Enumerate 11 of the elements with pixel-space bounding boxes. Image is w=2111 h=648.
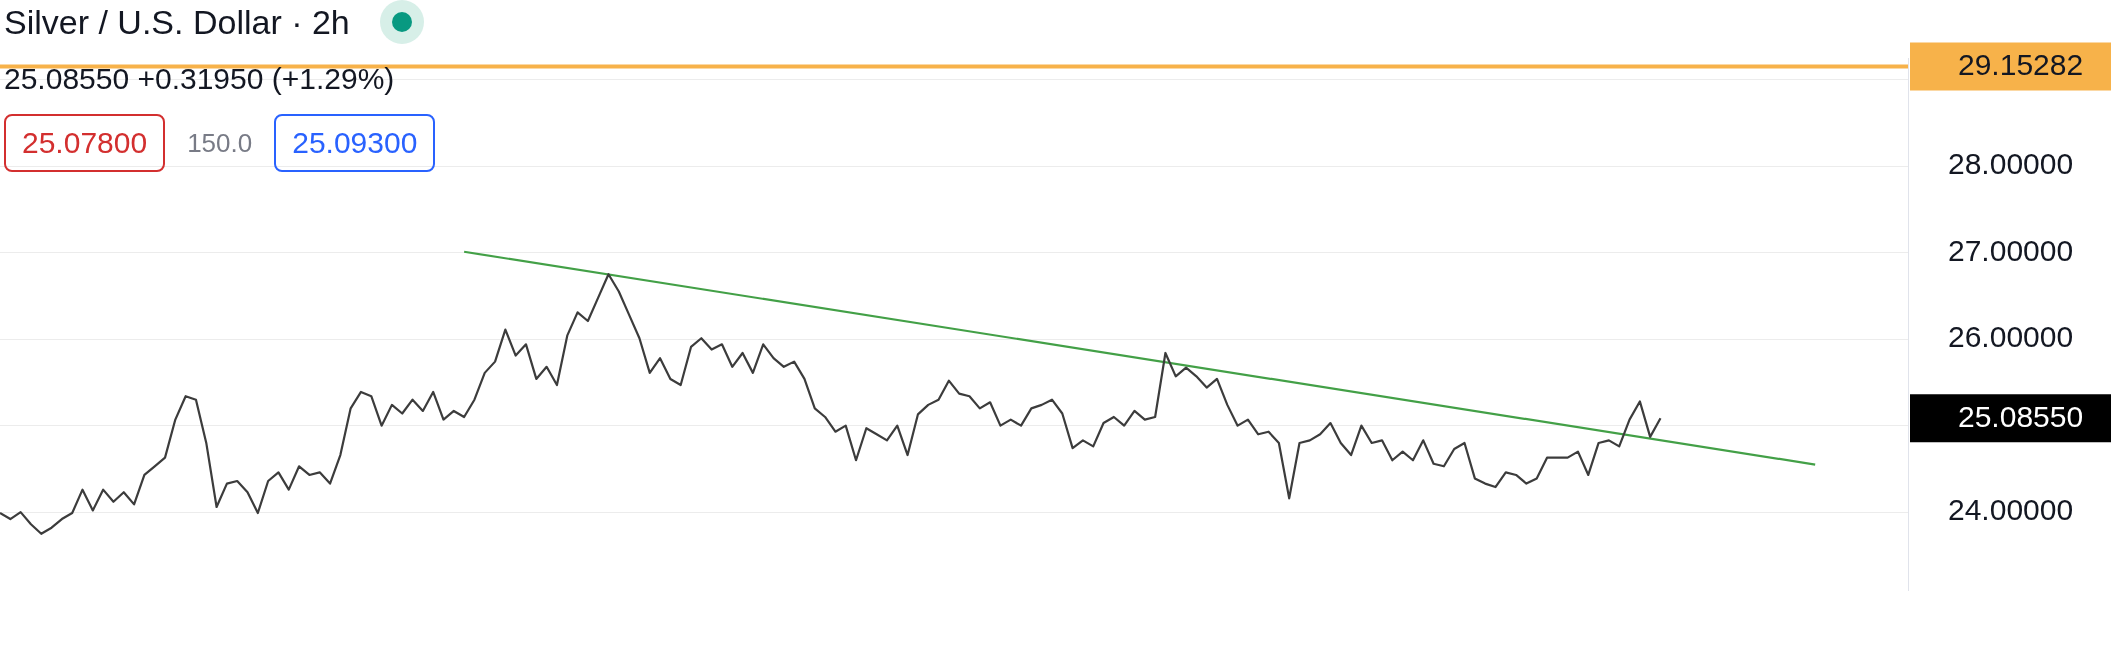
text: 25.08550	[1958, 399, 2084, 433]
annotation: 25.09300	[274, 114, 436, 172]
annotation: 25.07800	[4, 114, 166, 172]
annotation: 150.0	[187, 127, 253, 159]
y-tick-label: 24.00000	[1948, 493, 2074, 527]
ref-line-label: 29.15282	[1958, 47, 2084, 81]
y-tick-label: 28.00000	[1948, 147, 2074, 181]
chart-subtitle: 25.08550 +0.31950 (+1.29%)	[4, 62, 396, 96]
chart-title: Silver / U.S. Dollar · 2h	[4, 2, 350, 42]
y-tick-label: 27.00000	[1948, 233, 2074, 267]
y-tick-label: 26.00000	[1948, 320, 2074, 354]
